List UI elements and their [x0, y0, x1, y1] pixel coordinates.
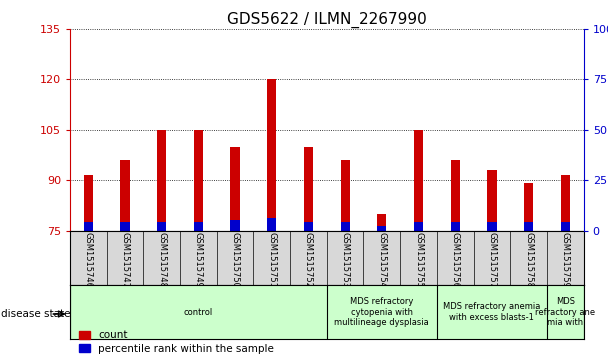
- Text: GSM1515758: GSM1515758: [524, 232, 533, 288]
- Text: GSM1515754: GSM1515754: [378, 232, 386, 288]
- Bar: [451, 223, 460, 231]
- Bar: [524, 223, 533, 231]
- Bar: [414, 130, 423, 231]
- Text: GSM1515750: GSM1515750: [230, 232, 240, 288]
- Text: MDS refractory
cytopenia with
multilineage dysplasia: MDS refractory cytopenia with multilinea…: [334, 297, 429, 327]
- Text: disease state: disease state: [1, 309, 71, 319]
- Bar: [304, 223, 313, 231]
- Text: GSM1515756: GSM1515756: [451, 232, 460, 288]
- Text: GSM1515751: GSM1515751: [268, 232, 276, 288]
- Text: GSM1515749: GSM1515749: [194, 232, 203, 288]
- Title: GDS5622 / ILMN_2267990: GDS5622 / ILMN_2267990: [227, 12, 427, 28]
- Text: MDS
refractory ane
mia with: MDS refractory ane mia with: [535, 297, 595, 327]
- Text: GSM1515746: GSM1515746: [84, 232, 93, 288]
- Bar: [304, 147, 313, 231]
- Bar: [488, 223, 497, 231]
- Text: GSM1515755: GSM1515755: [414, 232, 423, 288]
- Bar: [267, 79, 277, 231]
- Bar: [377, 227, 387, 231]
- Bar: [524, 183, 533, 231]
- Bar: [267, 219, 277, 231]
- Bar: [340, 223, 350, 231]
- Text: GSM1515752: GSM1515752: [304, 232, 313, 288]
- Text: GSM1515759: GSM1515759: [561, 232, 570, 288]
- Bar: [414, 223, 423, 231]
- Bar: [194, 130, 203, 231]
- Bar: [157, 130, 166, 231]
- Text: GSM1515757: GSM1515757: [488, 232, 497, 288]
- Legend: count, percentile rank within the sample: count, percentile rank within the sample: [75, 326, 278, 358]
- Bar: [377, 214, 387, 231]
- Bar: [84, 175, 93, 231]
- Bar: [451, 160, 460, 231]
- Text: GSM1515753: GSM1515753: [340, 232, 350, 288]
- Bar: [340, 160, 350, 231]
- Bar: [230, 220, 240, 231]
- Bar: [561, 223, 570, 231]
- Bar: [120, 160, 130, 231]
- Bar: [561, 175, 570, 231]
- Text: GSM1515748: GSM1515748: [157, 232, 166, 288]
- Bar: [488, 170, 497, 231]
- Bar: [194, 223, 203, 231]
- Text: MDS refractory anemia
with excess blasts-1: MDS refractory anemia with excess blasts…: [443, 302, 541, 322]
- Bar: [157, 223, 166, 231]
- Bar: [84, 223, 93, 231]
- Text: GSM1515747: GSM1515747: [120, 232, 130, 288]
- Text: control: control: [184, 308, 213, 317]
- Bar: [230, 147, 240, 231]
- Bar: [120, 223, 130, 231]
